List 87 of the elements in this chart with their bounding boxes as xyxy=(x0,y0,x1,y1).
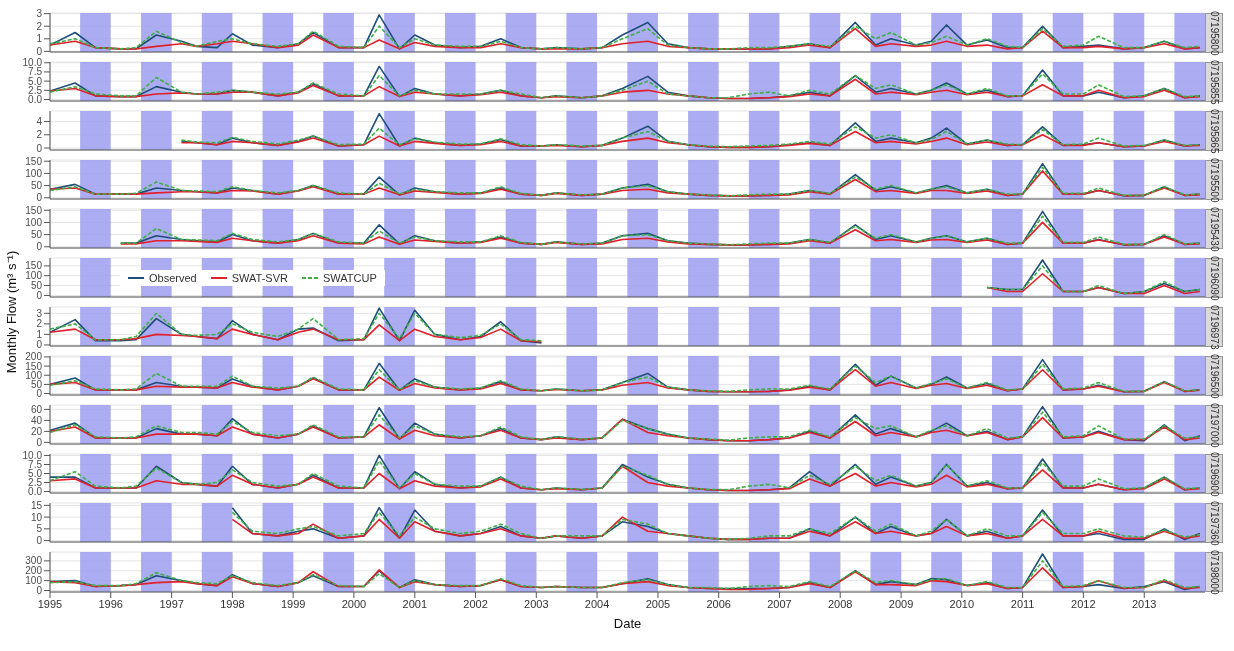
y-tick-label: 100 xyxy=(25,167,43,179)
text: 07197000 xyxy=(1208,402,1220,448)
y-tick-label: 300 xyxy=(25,555,43,567)
y-tick-label: 0 xyxy=(36,142,43,154)
y-tick-label: 10.0 xyxy=(22,57,43,69)
x-tick-label: 2001 xyxy=(402,597,428,610)
y-tick-label: 5.0 xyxy=(28,75,43,87)
text: 07196973 xyxy=(1208,304,1220,350)
y-tick-label: 0 xyxy=(36,585,43,597)
x-tick-label: 2006 xyxy=(706,597,731,610)
line-series xyxy=(50,324,543,343)
y-tick-label: 10 xyxy=(30,511,43,523)
y-tick-label: 100 xyxy=(25,575,43,587)
y-tick-label: 7.5 xyxy=(28,459,43,471)
text: 07195865 xyxy=(1208,108,1220,154)
y-tick-label: 0 xyxy=(36,339,43,351)
x-tick-label: 1997 xyxy=(159,597,184,610)
y-tick-label: 5.0 xyxy=(28,468,43,480)
y-tick-label: 40 xyxy=(30,414,43,426)
y-tick-label: 4 xyxy=(36,116,43,128)
y-tick-label: 0 xyxy=(36,535,43,547)
y-tick-label: 0 xyxy=(36,45,43,57)
y-tick-label: 100 xyxy=(25,369,43,381)
text: 07195430 xyxy=(1208,206,1220,252)
legend-label: SWAT-SVR xyxy=(231,271,288,284)
y-tick-label: 0 xyxy=(36,388,43,400)
legend-label: Observed xyxy=(149,271,197,284)
y-tick-label: 0 xyxy=(36,241,43,253)
y-tick-label: 10.0 xyxy=(22,449,43,461)
x-tick-label: 1995 xyxy=(37,597,63,610)
y-tick-label: 100 xyxy=(25,216,43,228)
text: 07196900 xyxy=(1208,451,1220,497)
x-tick-label: 1999 xyxy=(280,597,306,610)
y-tick-label: 1 xyxy=(36,33,43,45)
legend-label: SWATCUP xyxy=(322,271,377,284)
y-tick-label: 50 xyxy=(30,378,43,390)
y-tick-label: 50 xyxy=(30,229,43,241)
y-tick-label: 60 xyxy=(30,403,43,415)
y-tick-label: 3 xyxy=(36,8,43,20)
x-tick-label: 2010 xyxy=(949,597,975,610)
y-tick-label: 2.5 xyxy=(28,477,43,489)
y-tick-label: 50 xyxy=(30,280,43,292)
text: 07196500 xyxy=(1208,353,1220,399)
x-tick-label: 2003 xyxy=(524,597,549,610)
text: 07195855 xyxy=(1208,59,1220,105)
y-tick-label: 1 xyxy=(36,328,43,340)
text: 07196090 xyxy=(1208,255,1220,301)
text: 07197360 xyxy=(1208,500,1220,546)
y-tick-label: 150 xyxy=(25,260,43,272)
x-tick-label: 2004 xyxy=(584,597,610,610)
y-tick-label: 100 xyxy=(25,270,43,282)
x-tick-label: 2000 xyxy=(341,597,367,610)
x-tick-label: 2013 xyxy=(1132,597,1157,610)
y-tick-label: 2.5 xyxy=(28,84,43,96)
y-tick-label: 20 xyxy=(30,425,43,437)
x-tick-label: 2007 xyxy=(767,597,792,610)
y-tick-label: 3 xyxy=(36,307,43,319)
y-tick-label: 5 xyxy=(36,523,43,535)
text: 07195800 xyxy=(1208,10,1220,56)
x-tick-label: 1998 xyxy=(220,597,245,610)
y-tick-label: 150 xyxy=(25,360,43,372)
x-tick-label: 2011 xyxy=(1010,597,1035,610)
y-tick-label: 0 xyxy=(36,289,43,301)
y-axis-title: Monthly Flow (m³ s⁻¹) xyxy=(3,250,20,374)
y-tick-label: 200 xyxy=(25,351,43,363)
x-tick-label: 2002 xyxy=(463,597,488,610)
text: 07195500 xyxy=(1208,157,1220,203)
x-tick-label: 2012 xyxy=(1071,597,1096,610)
x-axis-title: Date xyxy=(612,616,643,631)
x-tick-label: 2009 xyxy=(888,597,914,610)
y-tick-label: 2 xyxy=(36,318,43,330)
y-tick-label: 150 xyxy=(25,155,43,167)
y-tick-label: 2 xyxy=(36,129,43,141)
y-tick-label: 200 xyxy=(25,565,43,577)
x-tick-label: 2005 xyxy=(645,597,671,610)
y-tick-label: 2 xyxy=(36,20,43,32)
y-tick-label: 50 xyxy=(30,180,43,192)
x-tick-label: 1996 xyxy=(98,597,123,610)
y-tick-label: 7.5 xyxy=(28,66,43,78)
y-tick-label: 150 xyxy=(25,204,43,216)
text: 07198000 xyxy=(1208,549,1220,595)
x-tick-label: 2008 xyxy=(827,597,853,610)
y-tick-label: 0 xyxy=(36,436,43,448)
y-tick-label: 0.0 xyxy=(28,486,43,498)
y-tick-label: 0 xyxy=(36,192,43,204)
y-tick-label: 15 xyxy=(30,499,43,511)
y-tick-label: 0.0 xyxy=(28,94,43,106)
